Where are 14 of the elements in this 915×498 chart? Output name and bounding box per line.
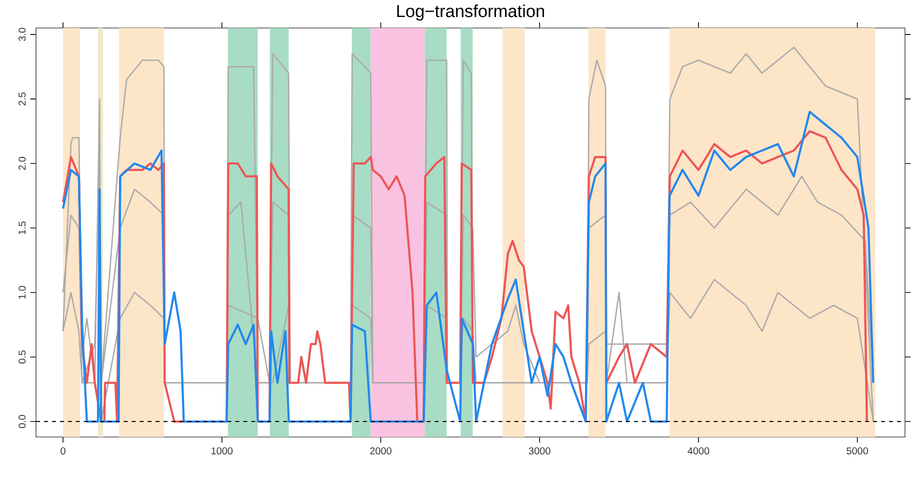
chart-title: Log−transformation (397, 4, 544, 21)
y-tick-label: 0.0 (18, 414, 26, 428)
y-tick-label: 0.5 (18, 350, 26, 364)
x-tick-label: 1000 (212, 447, 233, 454)
y-tick-label: 1.5 (18, 221, 26, 234)
y-tick-label: 3.0 (18, 28, 26, 41)
y-tick-label: 2.0 (18, 156, 26, 170)
x-tick-label: 5000 (846, 447, 868, 454)
x-tick-label: 0 (60, 447, 66, 454)
y-tick-label: 1.0 (18, 286, 26, 299)
x-tick-label: 3000 (528, 447, 550, 454)
y-tick-label: 2.5 (18, 92, 26, 106)
x-tick-label: 2000 (370, 447, 392, 454)
x-tick-label: 4000 (688, 447, 710, 454)
